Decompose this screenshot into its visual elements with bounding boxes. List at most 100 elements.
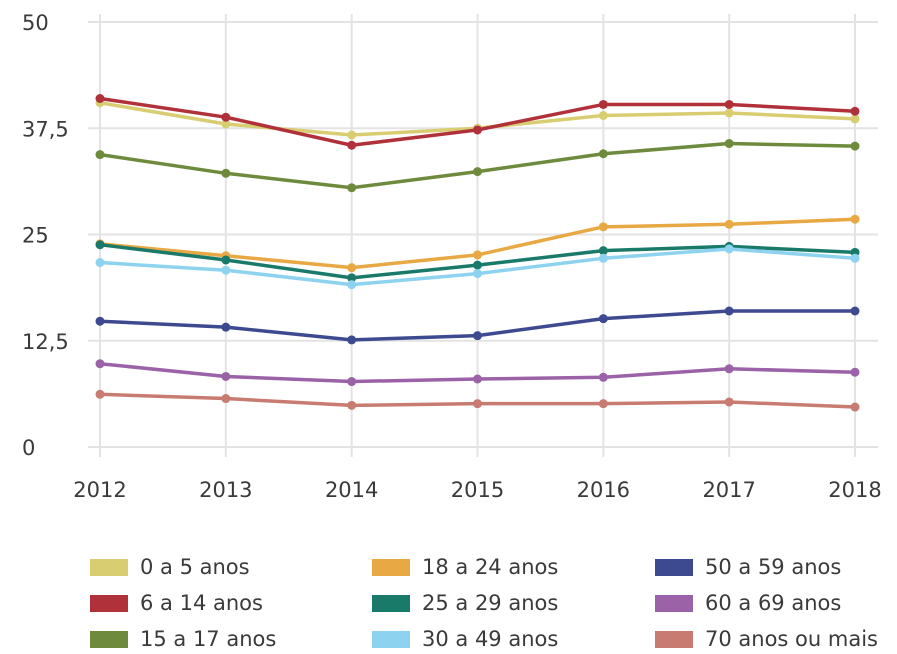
legend-swatch — [655, 594, 693, 612]
data-point — [95, 240, 105, 250]
data-point — [473, 331, 482, 341]
x-axis-ticks: 2012 2013 2014 2015 2016 2017 2018 — [73, 478, 881, 502]
data-point — [221, 265, 231, 275]
data-point — [598, 222, 608, 232]
data-point — [850, 306, 860, 316]
x-tick-label: 2017 — [702, 478, 755, 502]
data-point — [850, 106, 860, 116]
data-point — [347, 400, 357, 410]
data-point — [598, 253, 608, 263]
data-point — [95, 258, 105, 268]
legend-item: 30 a 49 anos — [372, 624, 558, 654]
legend-label: 50 a 59 anos — [705, 555, 842, 579]
x-tick-label: 2014 — [325, 478, 378, 502]
data-point — [850, 253, 860, 263]
x-tick-label: 2016 — [577, 478, 630, 502]
x-tick-label: 2012 — [73, 478, 126, 502]
legend-swatch — [90, 558, 128, 576]
data-point — [473, 399, 482, 409]
data-point — [347, 280, 357, 290]
legend-item: 0 a 5 anos — [90, 552, 250, 582]
data-point — [850, 367, 860, 377]
legend-label: 60 a 69 anos — [705, 591, 842, 615]
y-tick-label: 50 — [22, 11, 49, 35]
data-point — [850, 214, 860, 224]
series-lines — [95, 94, 860, 412]
data-point — [724, 397, 734, 407]
legend-label: 15 a 17 anos — [140, 627, 277, 651]
legend-item: 25 a 29 anos — [372, 588, 558, 618]
y-tick-label: 25 — [22, 224, 49, 248]
data-point — [598, 246, 608, 256]
data-point — [347, 140, 357, 150]
series-60-a-69-anos — [95, 359, 860, 387]
data-point — [724, 99, 734, 109]
data-point — [95, 359, 105, 369]
data-point — [221, 168, 231, 178]
data-point — [473, 374, 482, 384]
data-point — [347, 377, 357, 387]
y-axis-ticks: 0 12,5 25 37,5 50 — [22, 11, 69, 460]
series-30-a-49-anos — [95, 244, 860, 290]
legend-label: 18 a 24 anos — [422, 555, 559, 579]
legend-item: 70 anos ou mais — [655, 624, 878, 654]
legend-swatch — [372, 630, 410, 648]
legend-swatch — [372, 594, 410, 612]
series-50-a-59-anos — [95, 306, 860, 345]
data-point — [473, 250, 482, 260]
data-point — [221, 119, 231, 129]
data-point — [598, 99, 608, 109]
data-point — [724, 306, 734, 316]
data-point — [95, 94, 105, 103]
series-15-a-17-anos — [95, 139, 860, 193]
legend-swatch — [655, 630, 693, 648]
series-6-a-14-anos — [95, 94, 860, 150]
data-point — [724, 108, 734, 118]
data-point — [347, 183, 357, 193]
legend-label: 6 a 14 anos — [140, 591, 263, 615]
legend-label: 25 a 29 anos — [422, 591, 559, 615]
legend-label: 0 a 5 anos — [140, 555, 250, 579]
data-point — [221, 322, 231, 332]
grid — [88, 14, 878, 457]
legend-item: 50 a 59 anos — [655, 552, 841, 582]
data-point — [221, 371, 231, 381]
y-tick-label: 0 — [22, 436, 35, 460]
legend-swatch — [90, 630, 128, 648]
legend-label: 70 anos ou mais — [705, 627, 878, 651]
data-point — [95, 389, 105, 399]
series-70-anos-ou-mais — [95, 389, 860, 412]
data-point — [347, 335, 357, 345]
y-tick-label: 37,5 — [22, 117, 69, 141]
data-point — [598, 314, 608, 324]
data-point — [724, 364, 734, 374]
x-tick-label: 2015 — [451, 478, 504, 502]
y-tick-label: 12,5 — [22, 330, 69, 354]
data-point — [347, 263, 357, 273]
data-point — [724, 244, 734, 254]
data-point — [850, 141, 860, 151]
data-point — [850, 402, 860, 412]
data-point — [598, 399, 608, 409]
legend-item: 15 a 17 anos — [90, 624, 276, 654]
data-point — [347, 273, 357, 283]
legend: 0 a 5 anos 6 a 14 anos 15 a 17 anos 18 a 24… — [90, 552, 890, 652]
data-point — [724, 219, 734, 229]
data-point — [473, 269, 482, 279]
data-point — [473, 167, 482, 177]
data-point — [95, 316, 105, 326]
legend-swatch — [655, 558, 693, 576]
data-point — [724, 139, 734, 149]
legend-item: 18 a 24 anos — [372, 552, 558, 582]
legend-item: 60 a 69 anos — [655, 588, 841, 618]
data-point — [473, 260, 482, 270]
data-point — [598, 149, 608, 159]
legend-swatch — [372, 558, 410, 576]
data-point — [221, 255, 231, 265]
x-tick-label: 2018 — [828, 478, 881, 502]
data-point — [221, 394, 231, 404]
data-point — [850, 114, 860, 124]
data-point — [473, 125, 482, 135]
data-point — [95, 150, 105, 160]
